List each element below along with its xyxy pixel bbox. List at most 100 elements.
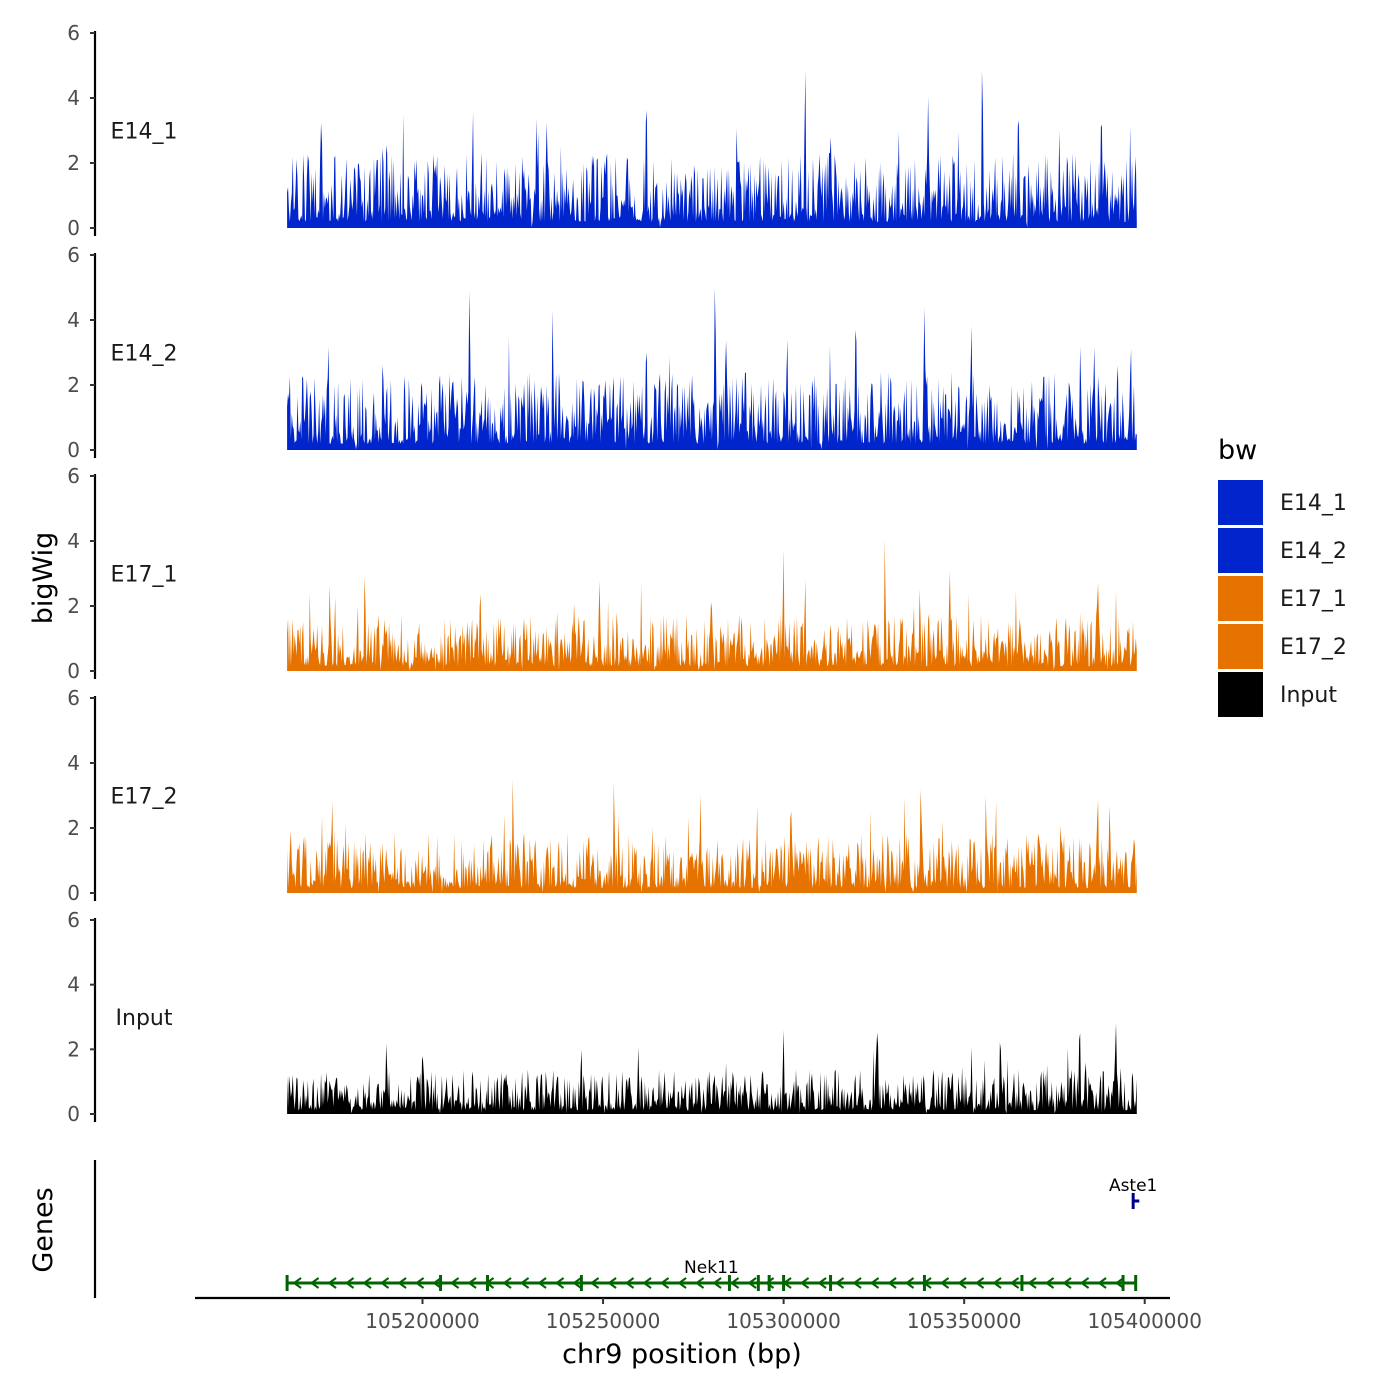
y-tick-label: 4 (67, 529, 80, 553)
strand-arrow (992, 1277, 1002, 1289)
exon-mark (756, 1275, 760, 1291)
strand-arrow (974, 1277, 985, 1289)
strand-arrow (834, 1277, 845, 1289)
y-tick-label: 0 (67, 1102, 80, 1126)
strand-arrow (642, 1277, 652, 1289)
x-axis: 105200000 105250000 105300000 105350000 1054… (195, 1296, 1202, 1333)
strand-arrow (694, 1277, 705, 1289)
track-label: E17_2 (111, 785, 178, 810)
strand-arrow (432, 1277, 442, 1289)
gene-nek11: Nek11 (285, 1258, 1138, 1291)
exon-mark (1121, 1275, 1125, 1291)
x-axis-title: chr9 position (bp) (562, 1339, 802, 1370)
legend-item: E17_2 (1218, 624, 1347, 669)
y-axis-title: bigWig (28, 532, 59, 625)
strand-arrow (537, 1277, 547, 1289)
y-tick-label: 2 (67, 373, 80, 397)
x-tick-label: 105300000 (726, 1309, 841, 1333)
legend-swatch (1218, 480, 1263, 525)
legend-item: E14_1 (1218, 480, 1347, 525)
exon-mark (1020, 1275, 1024, 1291)
x-tick-label: 105350000 (907, 1309, 1022, 1333)
y-tick-label: 4 (67, 86, 80, 110)
y-tick-label: 6 (67, 908, 80, 932)
strand-arrow (379, 1277, 390, 1289)
gene-label: Aste1 (1109, 1176, 1157, 1196)
exon-mark (439, 1275, 443, 1291)
coverage-area (287, 288, 1137, 450)
strand-arrow (397, 1277, 407, 1289)
y-tick-label: 4 (67, 751, 80, 775)
y-tick-label: 0 (67, 881, 80, 905)
x-tick-label: 105200000 (365, 1309, 480, 1333)
strand-arrow (677, 1277, 687, 1289)
y-tick-label: 6 (67, 464, 80, 488)
strand-arrow (659, 1277, 670, 1289)
strand-arrow (852, 1277, 862, 1289)
strand-arrow (572, 1277, 582, 1289)
strand-arrow (904, 1277, 915, 1289)
strand-arrow (554, 1277, 565, 1289)
legend-swatch (1218, 624, 1263, 669)
strand-arrow (502, 1277, 512, 1289)
strand-arrow (467, 1277, 477, 1289)
y-tick-label: 6 (67, 243, 80, 267)
strand-arrow (589, 1277, 600, 1289)
strand-arrow (519, 1277, 530, 1289)
y-tick-label: 0 (67, 659, 80, 683)
legend-label: Input (1280, 683, 1337, 708)
x-tick-label: 105400000 (1087, 1309, 1202, 1333)
track-label: E14_2 (111, 342, 178, 367)
gene-aste1: Aste1 (1109, 1176, 1157, 1209)
strand-arrow (624, 1277, 635, 1289)
strand-arrow (1079, 1277, 1090, 1289)
strand-arrow (1009, 1277, 1020, 1289)
strand-arrow (607, 1277, 617, 1289)
strand-arrow (484, 1277, 495, 1289)
strand-arrow (309, 1277, 320, 1289)
strand-arrow (922, 1277, 932, 1289)
legend-label: E14_2 (1280, 539, 1347, 564)
genes-track: Nek11 Aste1 (93, 1160, 1157, 1298)
exon-mark (285, 1275, 289, 1291)
exon-mark (1134, 1275, 1138, 1291)
legend-item: Input (1218, 672, 1337, 717)
strand-arrow (1114, 1277, 1125, 1289)
strand-arrow (1062, 1277, 1072, 1289)
bigwig-tracks: 0 2 4 6 E14_1 0 2 4 6 E14_2 0 2 4 6 E17_1 0 2 4 6 E17_2 0 2 4 6… (67, 21, 1137, 1126)
y-tick-label: 4 (67, 973, 80, 997)
legend-label: E17_2 (1280, 635, 1347, 660)
exon-mark (767, 1275, 771, 1291)
legend-swatch (1218, 672, 1263, 717)
y-tick-label: 4 (67, 308, 80, 332)
strand-arrow (344, 1277, 355, 1289)
x-tick-label: 105250000 (546, 1309, 661, 1333)
track-e14-1: 0 2 4 6 E14_1 (67, 21, 1137, 240)
strand-arrow (869, 1277, 880, 1289)
track-e17-1: 0 2 4 6 E17_1 (67, 464, 1137, 683)
track-label: E17_1 (111, 563, 178, 588)
exon-mark (1131, 1193, 1135, 1209)
y-tick-label: 0 (67, 216, 80, 240)
strand-arrow (327, 1277, 337, 1289)
y-tick-label: 6 (67, 686, 80, 710)
legend-item: E14_2 (1218, 528, 1347, 573)
legend-title: bw (1218, 435, 1257, 466)
strand-arrow (1097, 1277, 1107, 1289)
track-input: 0 2 4 6 Input (67, 908, 1137, 1126)
gene-label: Nek11 (684, 1258, 739, 1278)
legend-swatch (1218, 528, 1263, 573)
legend-label: E17_1 (1280, 587, 1347, 612)
y-tick-label: 0 (67, 438, 80, 462)
legend: bw E14_1 E14_2 E17_1 E17_2 Input (1218, 435, 1347, 717)
strand-arrow (764, 1277, 775, 1289)
exon-mark (829, 1275, 833, 1291)
track-label: E14_1 (111, 120, 178, 145)
legend-swatch (1218, 576, 1263, 621)
track-label: Input (116, 1006, 173, 1031)
y-tick-label: 2 (67, 1037, 80, 1061)
strand-arrow (712, 1277, 722, 1289)
strand-arrow (449, 1277, 460, 1289)
genes-axis-title: Genes (28, 1187, 59, 1272)
